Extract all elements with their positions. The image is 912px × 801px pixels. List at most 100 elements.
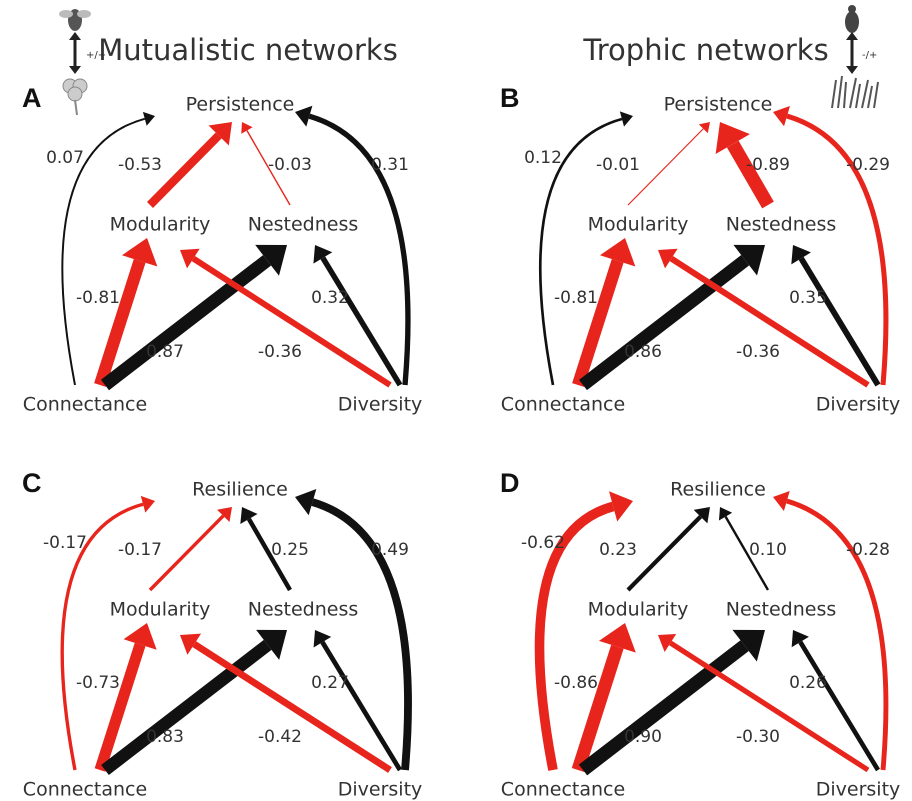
arrow-head [121, 238, 158, 267]
coefficient: -0.17 [43, 533, 87, 553]
node-label: Nestedness [248, 214, 359, 236]
path-arrow [61, 111, 155, 386]
arrow-head [718, 507, 733, 521]
arrow-head [698, 122, 710, 134]
node-label: Connectance [501, 394, 625, 416]
icon-label: +/+ [86, 50, 106, 61]
node-label: Nestedness [726, 214, 837, 236]
arrow-shaft [627, 128, 704, 206]
path-arrow [60, 495, 155, 771]
panel: C -0.17 -0.17 0.25 0.49 -0.73 0.83 -0.42 0.27 Res… [22, 468, 422, 800]
arrow-head [180, 633, 202, 655]
flower-icon [62, 78, 88, 116]
coefficient: 0.12 [524, 148, 562, 168]
coefficient: 0.90 [624, 727, 662, 747]
node-label: Modularity [110, 599, 211, 621]
path-arrow [579, 244, 765, 391]
coefficient: -0.81 [76, 288, 120, 308]
panel: B 0.12 -0.01 -0.89 -0.29 -0.81 0.86 -0.36 0.35 Pe… [500, 83, 900, 415]
panel-letter: D [500, 468, 520, 498]
coefficient: -0.73 [76, 673, 120, 693]
arrow-head [609, 491, 633, 522]
node-label: Connectance [23, 779, 147, 801]
arrow-head [791, 245, 811, 265]
header: Trophic networks [582, 33, 828, 67]
path-arrow [658, 248, 870, 388]
arrow-shaft [798, 256, 881, 387]
coefficient: -0.17 [118, 540, 162, 560]
coefficient: -0.42 [258, 727, 302, 747]
node-label: Persistence [664, 94, 773, 116]
arrow-shaft [579, 255, 750, 391]
path-arrow [773, 105, 889, 386]
node-label: Resilience [670, 479, 766, 501]
arrow-head [313, 630, 332, 648]
arrow-shaft [786, 498, 889, 771]
arrow-head [295, 105, 313, 127]
path-arrow [94, 623, 157, 772]
arrow-head [313, 245, 333, 264]
arrow-shaft [786, 113, 889, 386]
coefficient: -0.30 [736, 727, 780, 747]
coefficient: 0.49 [371, 540, 409, 560]
arrow-head [217, 507, 232, 522]
coefficient: 0.86 [624, 342, 662, 362]
arrow-head [693, 507, 710, 524]
arrow-shaft [246, 517, 292, 592]
coefficient: -0.36 [258, 342, 302, 362]
path-arrow [538, 111, 633, 386]
path-arrow [658, 633, 870, 773]
arrow-head [256, 629, 287, 660]
icon-label: -/+ [862, 50, 877, 61]
arrow-head [255, 244, 287, 276]
coefficient: 0.27 [311, 673, 349, 693]
path-arrow [313, 245, 403, 387]
path-arrow [295, 105, 411, 386]
header: Mutualistic networks [98, 33, 398, 67]
arrow-head [240, 507, 258, 524]
arrow-shaft [571, 644, 624, 772]
path-arrow [101, 629, 287, 776]
node-label: Connectance [23, 394, 147, 416]
arrow-head [773, 491, 790, 512]
arrow-head [791, 630, 809, 648]
grass-icon [831, 75, 879, 109]
beetle-icon [845, 5, 859, 74]
arrow-shaft [308, 113, 411, 386]
arrow-head [241, 122, 253, 134]
arrow-head [773, 105, 790, 127]
path-arrow [791, 245, 881, 387]
arrow-head [208, 122, 232, 146]
bee-icon [59, 9, 91, 74]
node-label: Diversity [816, 394, 901, 416]
path-arrow [100, 244, 287, 391]
path-arrow [147, 122, 232, 208]
arrow-shaft [626, 515, 703, 592]
node-label: Modularity [588, 599, 689, 621]
coefficient: 0.07 [46, 148, 84, 168]
path-arrow [241, 122, 291, 206]
path-arrow [627, 122, 710, 206]
coefficient: 0.10 [749, 540, 787, 560]
arrow-head [142, 111, 155, 126]
path-arrow [718, 507, 770, 591]
coefficient: -0.03 [268, 155, 312, 175]
arrow-shaft [61, 117, 146, 386]
coefficient: 0.25 [271, 540, 309, 560]
path-arrow [180, 248, 392, 388]
path-arrow [313, 630, 403, 772]
coefficient: 0.32 [311, 288, 349, 308]
arrow-shaft [94, 259, 146, 387]
arrow-shaft [538, 117, 623, 386]
coefficient: -0.62 [521, 533, 565, 553]
arrow-shaft [798, 640, 880, 772]
path-arrow [148, 507, 232, 592]
coefficient: 0.83 [146, 727, 184, 747]
arrow-head [123, 623, 157, 650]
path-arrow [240, 507, 292, 592]
node-label: Connectance [501, 779, 625, 801]
panel-letter: A [22, 83, 42, 113]
node-label: Nestedness [726, 599, 837, 621]
arrow-shaft [669, 640, 870, 773]
